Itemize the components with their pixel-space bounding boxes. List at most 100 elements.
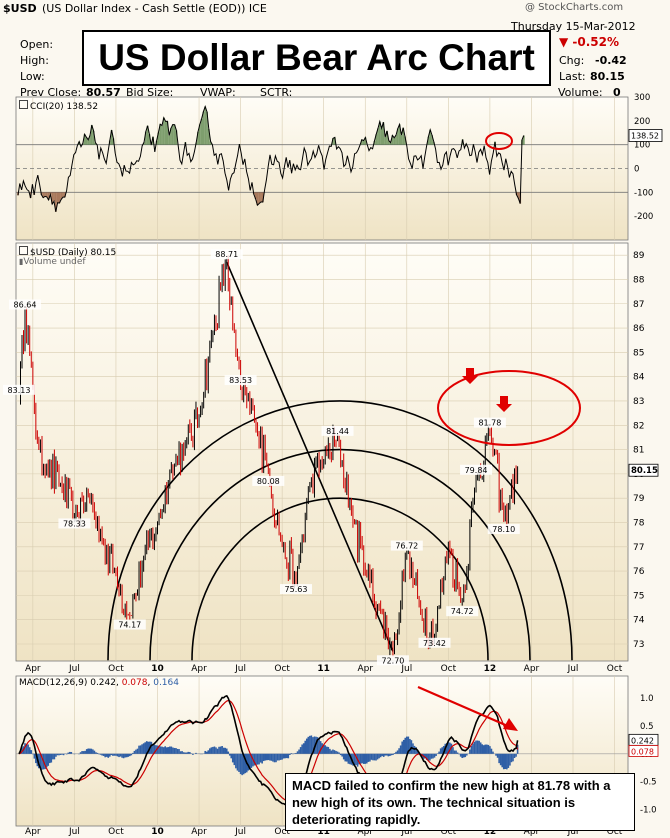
- point-label-bg: [390, 540, 423, 551]
- point-label: 78.33: [63, 519, 86, 528]
- price-y-tick: 75: [633, 591, 644, 601]
- point-label-bg: [113, 619, 146, 630]
- volume-value: 0: [613, 86, 621, 99]
- macd-divergence-line: [417, 685, 511, 729]
- symbol-description: (US Dollar Index - Cash Settle (EOD)) IC…: [42, 2, 267, 15]
- date-label: Thursday 15-Mar-2012: [511, 20, 636, 33]
- bid-size-label: Bid Size:: [126, 86, 174, 99]
- macd-last-label: 0.078: [631, 747, 654, 756]
- price-y-tick: 87: [633, 300, 644, 310]
- point-label-bg: [58, 518, 91, 529]
- macd-x-tick: Jul: [400, 827, 412, 837]
- open-label: Open:: [20, 38, 54, 51]
- macd-last-box: [628, 745, 659, 757]
- point-label: 73.42: [423, 639, 446, 648]
- point-label-bg: [3, 384, 35, 395]
- cci-line: [17, 104, 525, 212]
- point-label: 81.44: [326, 427, 349, 436]
- trendline: [226, 261, 394, 652]
- price-x-tick: Oct: [108, 664, 124, 674]
- macd-x-tick: Apr: [25, 827, 41, 837]
- down-arrow-icon: [496, 396, 512, 412]
- price-x-tick: Apr: [524, 664, 540, 674]
- change-pct-value: -0.52%: [572, 35, 620, 49]
- watermark: @ StockCharts.com: [525, 2, 624, 13]
- cci-last-box: [628, 129, 663, 142]
- cci-y-tick: -100: [634, 188, 653, 198]
- high-label: High:: [20, 54, 49, 67]
- price-x-tick: Oct: [274, 664, 290, 674]
- macd-last-label: 0.242: [631, 736, 654, 745]
- cci-y-tick: 0: [634, 165, 639, 175]
- price-y-tick: 84: [633, 373, 645, 383]
- bear-arc: [191, 497, 489, 661]
- price-y-tick: 74: [633, 616, 645, 626]
- point-label-bg: [487, 524, 520, 535]
- point-label-bg: [9, 299, 41, 310]
- point-label: 78.10: [492, 525, 515, 534]
- overlay-title: US Dollar Bear Arc Chart: [82, 30, 551, 86]
- symbol: $USD: [3, 2, 37, 15]
- macd-signal-line: [18, 699, 519, 804]
- point-label: 88.71: [215, 250, 238, 259]
- point-label: 81.78: [478, 419, 501, 428]
- change-pct: ▼ -0.52%: [559, 35, 620, 49]
- last-value-box: [628, 463, 659, 477]
- price-x-tick: Apr: [25, 664, 41, 674]
- price-x-tick: Oct: [441, 664, 457, 674]
- cci-y-tick: 300: [634, 93, 650, 103]
- point-label-bg: [252, 475, 285, 486]
- macd-y-tick: -0.5: [640, 778, 657, 788]
- price-y-tick: 76: [633, 567, 645, 577]
- point-label: 83.53: [229, 376, 252, 385]
- macd-x-tick: Oct: [607, 827, 623, 837]
- point-label: 76.72: [395, 542, 418, 551]
- arrow-head-icon: [503, 718, 518, 731]
- macd-x-tick: Oct: [108, 827, 124, 837]
- volume-label: Volume:: [558, 86, 603, 99]
- volume-legend-text: Volume undef: [23, 257, 86, 267]
- price-y-tick: 82: [633, 421, 644, 431]
- point-label-bg: [446, 606, 479, 617]
- macd-x-tick: Jul: [567, 827, 579, 837]
- price-x-tick: Apr: [357, 664, 373, 674]
- bear-arc: [107, 400, 573, 661]
- point-label: 75.63: [285, 585, 308, 594]
- price-legend-text: $USD (Daily) 80.15: [30, 248, 117, 258]
- point-label: 79.84: [465, 466, 488, 475]
- cci-legend-text: CCI(20) 138.52: [30, 102, 99, 112]
- sctr-label: SCTR:: [260, 86, 293, 99]
- macd-y-tick: 1.0: [640, 694, 654, 704]
- cci-y-tick: 200: [634, 117, 650, 127]
- point-label-bg: [321, 425, 354, 436]
- point-label: 72.70: [381, 656, 404, 665]
- point-label: 74.72: [451, 607, 474, 616]
- price-y-tick: 81: [633, 446, 644, 456]
- price-x-tick: 11: [317, 664, 330, 674]
- macd-x-tick: Apr: [524, 827, 540, 837]
- macd-x-tick: Jul: [234, 827, 246, 837]
- last-label: Last:: [559, 70, 586, 83]
- price-y-tick: 77: [633, 543, 644, 553]
- price-y-tick: 86: [633, 324, 645, 334]
- macd-line: [18, 694, 519, 808]
- macd-y-tick: -1.0: [640, 805, 657, 815]
- price-legend: $USD (Daily) 80.15: [19, 246, 116, 258]
- bear-arc: [149, 448, 531, 661]
- macd-x-tick: 11: [317, 827, 330, 837]
- macd-x-tick: Oct: [441, 827, 457, 837]
- price-x-tick: Jul: [400, 664, 412, 674]
- price-y-tick: 73: [633, 640, 644, 650]
- macd-x-tick: Oct: [274, 827, 290, 837]
- point-label-bg: [376, 655, 409, 666]
- price-x-tick: Jul: [234, 664, 246, 674]
- macd-x-tick: Apr: [191, 827, 207, 837]
- vwap-label: VWAP:: [200, 86, 236, 99]
- point-label-bg: [418, 637, 451, 648]
- macd-x-tick: Jul: [68, 827, 80, 837]
- macd-x-tick: Apr: [357, 827, 373, 837]
- point-label: 80.08: [257, 477, 280, 486]
- point-label-bg: [473, 417, 506, 428]
